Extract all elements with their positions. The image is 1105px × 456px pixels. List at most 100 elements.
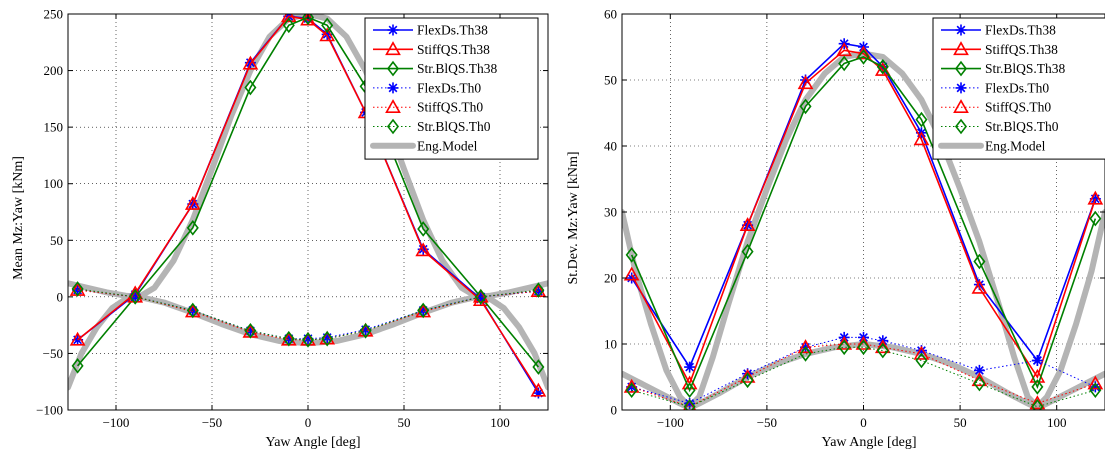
data-point	[359, 322, 372, 339]
data-point	[301, 14, 315, 26]
y-axis-label: St.Dev. Mz:Yaw [kNm]	[566, 152, 581, 285]
y-tick-label: 10	[604, 337, 617, 352]
x-tick-label: 100	[1047, 415, 1067, 430]
data-point	[971, 372, 988, 387]
legend-entry: StiffQS.Th0	[417, 100, 483, 115]
data-point	[625, 382, 638, 399]
legend: FlexDs.Th38 StiffQS.Th38 Str.BlQS.Th38 Flex…	[932, 17, 1105, 160]
data-point	[417, 221, 430, 237]
data-point	[300, 331, 316, 346]
data-point	[129, 291, 141, 303]
data-point	[799, 98, 812, 115]
data-point	[800, 74, 812, 86]
legend-marker	[955, 24, 967, 36]
data-point	[321, 332, 333, 344]
data-point	[973, 253, 986, 270]
y-axis-label: Mean Mz:Yaw [kNm]	[11, 156, 26, 280]
x-axis-label: Yaw Angle [deg]	[821, 435, 916, 450]
data-point	[623, 378, 640, 393]
data-point	[797, 339, 814, 354]
legend-marker	[385, 99, 401, 113]
series-group	[622, 38, 1105, 410]
data-point	[532, 359, 545, 375]
series-line-stiffqs-th38	[630, 49, 1097, 386]
data-point	[321, 330, 334, 347]
data-point	[415, 242, 432, 257]
data-point	[1087, 375, 1104, 390]
legend-marker	[385, 41, 401, 56]
data-point	[626, 381, 638, 393]
data-point	[855, 335, 872, 350]
data-point	[1089, 381, 1101, 393]
legend-entry: Str.BlQS.Th0	[985, 119, 1059, 134]
data-point	[280, 14, 297, 23]
legend-entry: Str.BlQS.Th38	[985, 61, 1066, 76]
x-tick-label: −100	[103, 415, 130, 430]
legend-marker	[954, 60, 968, 77]
data-point	[913, 131, 930, 146]
data-point	[838, 55, 851, 72]
data-point	[973, 375, 986, 392]
y-tick-label: 200	[44, 63, 64, 78]
legend-entry: FlexDs.Th0	[417, 80, 481, 95]
x-tick-label: −100	[657, 415, 684, 430]
data-point	[1089, 210, 1102, 227]
legend-marker	[954, 118, 968, 135]
data-point	[836, 42, 853, 57]
data-point	[739, 368, 756, 383]
data-point	[915, 345, 927, 357]
data-point	[1089, 382, 1102, 399]
data-point	[973, 279, 985, 291]
data-point	[532, 387, 544, 399]
y-tick-label: 250	[44, 7, 64, 22]
data-point	[876, 58, 889, 75]
data-point	[244, 325, 256, 337]
y-tick-label: −50	[43, 346, 63, 361]
series-line-str-blqs-th38	[630, 56, 1097, 393]
y-tick-label: 0	[611, 403, 618, 418]
data-point	[319, 27, 336, 42]
legend-marker	[953, 41, 969, 56]
data-point	[472, 288, 489, 303]
data-point	[186, 302, 199, 319]
data-point	[417, 302, 430, 319]
data-point	[913, 345, 930, 360]
x-axis-label: Yaw Angle [deg]	[265, 435, 360, 450]
legend-entry: Str.BlQS.Th38	[417, 61, 498, 76]
data-point	[475, 291, 487, 303]
data-point	[321, 17, 334, 34]
legend-marker	[386, 118, 400, 135]
data-point	[242, 55, 259, 70]
y-tick-label: 100	[44, 176, 64, 191]
legend-marker	[386, 60, 400, 77]
y-tick-label: 0	[57, 289, 64, 304]
y-tick-label: 40	[604, 139, 617, 154]
data-point	[797, 75, 814, 90]
legend-marker	[955, 82, 967, 94]
legend-marker	[387, 24, 399, 36]
x-tick-label: −50	[757, 415, 777, 430]
data-point	[282, 17, 295, 34]
y-tick-label: −100	[36, 403, 63, 418]
data-point	[741, 243, 754, 260]
data-point	[301, 332, 315, 348]
x-tick-label: −50	[202, 415, 222, 430]
data-point	[915, 111, 928, 128]
legend-entry: Str.BlQS.Th0	[417, 119, 491, 134]
legend-entry: Eng.Model	[417, 138, 478, 153]
x-tick-label: 50	[954, 415, 967, 430]
data-point	[684, 397, 696, 409]
data-point	[626, 272, 638, 284]
data-point	[915, 352, 928, 369]
data-point	[532, 282, 545, 298]
data-point	[1031, 355, 1043, 366]
series-line-str-blqs-th0	[77, 288, 539, 341]
data-point	[186, 220, 199, 236]
data-point	[625, 247, 638, 263]
legend: FlexDs.Th38 StiffQS.Th38 Str.BlQS.Th38 Flex…	[364, 17, 539, 160]
data-point	[71, 281, 84, 297]
data-point	[184, 195, 201, 210]
data-point	[283, 333, 295, 345]
data-point	[127, 288, 144, 303]
legend-marker	[387, 82, 399, 94]
